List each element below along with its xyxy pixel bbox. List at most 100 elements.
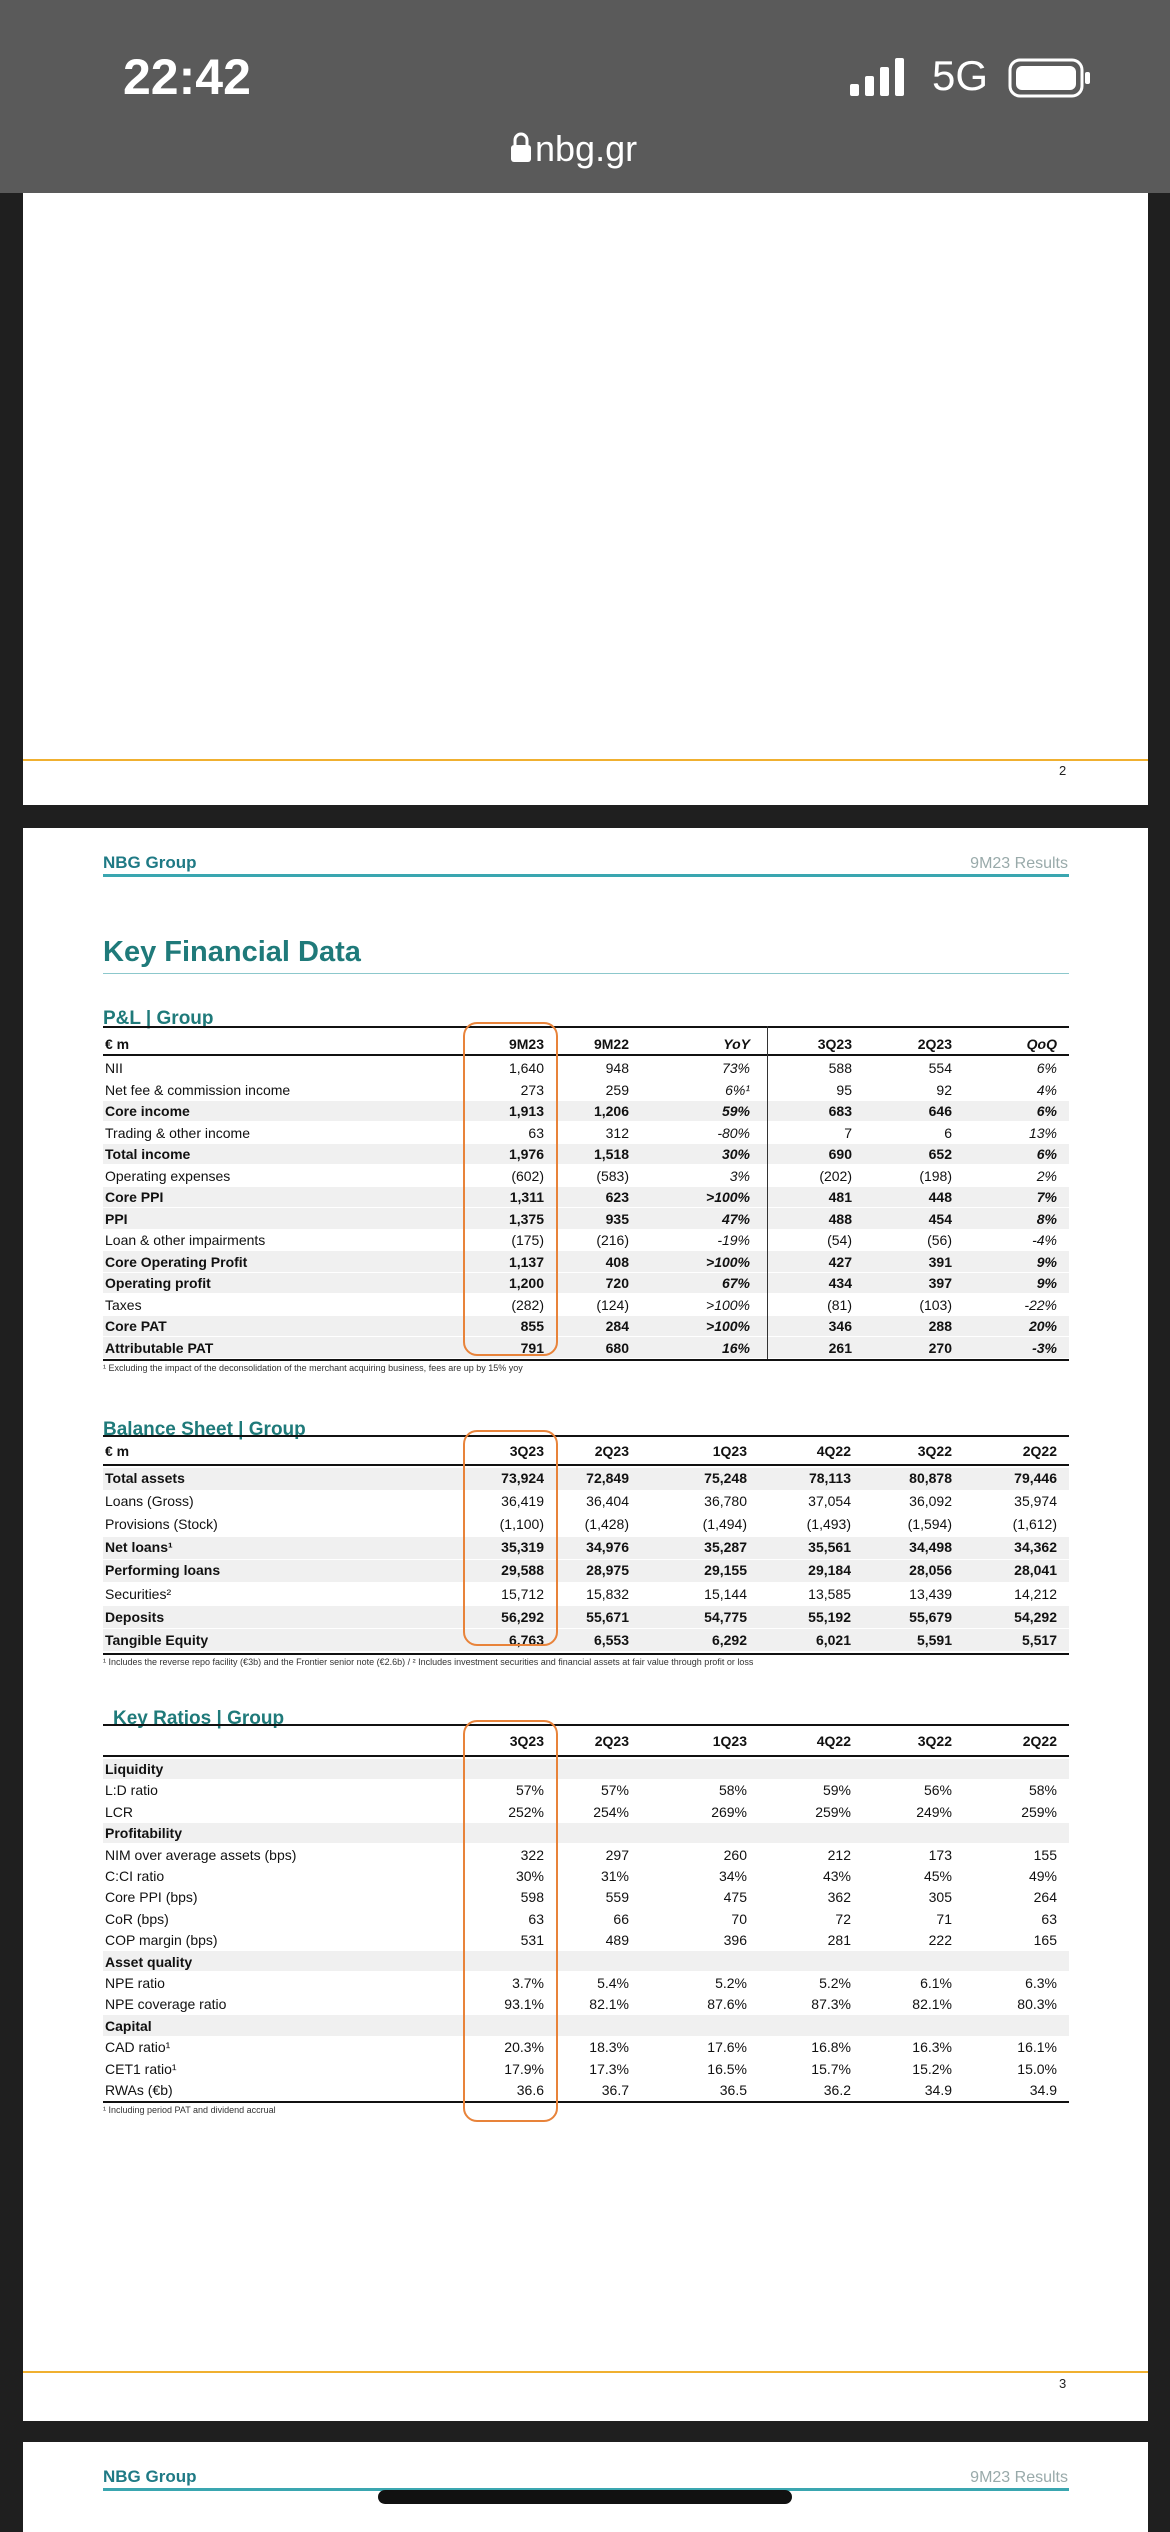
column-header: 1Q23 — [712, 1733, 747, 1749]
cell-value: 17.9% — [504, 2060, 544, 2077]
row-shade — [103, 1315, 1069, 1336]
cell-value: 222 — [928, 1932, 952, 1949]
row-label: Deposits — [105, 1608, 165, 1625]
cell-value: 72 — [835, 1910, 851, 1927]
cell-value: 254% — [593, 1803, 629, 1820]
column-header: 2Q23 — [917, 1036, 952, 1052]
row-label: Performing loans — [105, 1562, 221, 1579]
row-shade — [103, 1186, 1069, 1207]
cell-value: 448 — [928, 1189, 952, 1205]
cell-value: 36.5 — [719, 2082, 747, 2098]
cell-value: 683 — [828, 1103, 852, 1119]
cell-value: 87.6% — [707, 1996, 747, 2013]
row-shade — [103, 1100, 1069, 1121]
cell-value: 791 — [520, 1339, 544, 1356]
row-label: Operating expenses — [105, 1167, 231, 1184]
cell-value: 13,585 — [808, 1585, 851, 1602]
footnote: ¹ Excluding the impact of the deconsolid… — [103, 1363, 523, 1373]
cell-value: 6% — [1036, 1060, 1057, 1076]
cell-value: 5.2% — [819, 1975, 851, 1991]
cell-value: 346 — [828, 1318, 852, 1334]
row-label: RWAs (€b) — [105, 2082, 173, 2098]
cell-value: 63 — [528, 1910, 544, 1927]
cell-value: (1,594) — [907, 1516, 952, 1533]
cell-value: 28,041 — [1014, 1562, 1057, 1579]
cell-value: 5,591 — [916, 1631, 952, 1648]
row-shade — [103, 1951, 1069, 1972]
row-label: CoR (bps) — [105, 1910, 169, 1927]
row-label: C:CI ratio — [105, 1868, 165, 1884]
cell-value: 554 — [928, 1060, 952, 1076]
column-header: 3Q23 — [817, 1036, 852, 1052]
url[interactable]: nbg.gr — [535, 128, 638, 169]
lock-icon — [511, 132, 531, 162]
cell-value: 1,137 — [508, 1253, 544, 1270]
cell-value: (103) — [919, 1296, 952, 1313]
cell-value: 5.4% — [597, 1975, 629, 1991]
clock: 22:42 — [123, 49, 251, 105]
cell-value: 75,248 — [704, 1470, 747, 1486]
cell-value: 73,924 — [501, 1470, 544, 1486]
cell-value: 9% — [1036, 1253, 1057, 1270]
row-label: L:D ratio — [105, 1782, 158, 1799]
cell-value: (81) — [827, 1296, 852, 1313]
cell-value: 322 — [520, 1846, 544, 1863]
cell-value: 18.3% — [589, 2039, 629, 2056]
column-header: 2Q22 — [1022, 1733, 1057, 1749]
column-header: 3Q22 — [917, 1443, 952, 1459]
cell-value: 63 — [528, 1124, 544, 1141]
table-rule — [103, 1435, 1069, 1437]
cell-value: 63 — [1041, 1910, 1057, 1927]
row-label: COP margin (bps) — [105, 1932, 218, 1949]
section-label: Profitability — [105, 1825, 183, 1842]
row-shade — [103, 1536, 1069, 1559]
row-label: Net loans¹ — [105, 1539, 173, 1556]
cell-value: 489 — [605, 1932, 629, 1949]
row-label: PPI — [105, 1210, 128, 1227]
cell-value: 408 — [605, 1253, 629, 1270]
title: Key Financial Data — [103, 936, 361, 968]
row-label: Trading & other income — [105, 1124, 250, 1141]
brand: NBG Group — [103, 853, 197, 872]
cell-value: 57% — [515, 1782, 544, 1799]
cell-value: 73% — [721, 1060, 750, 1076]
cell-value: 34,498 — [909, 1539, 952, 1556]
cell-value: 29,184 — [808, 1562, 851, 1579]
cell-value: 5,517 — [1021, 1631, 1057, 1648]
cell-value: (175) — [511, 1232, 544, 1248]
row-label: Core PAT — [105, 1318, 167, 1334]
cell-value: (54) — [827, 1232, 852, 1248]
network: 5G — [932, 52, 989, 99]
highlight-box — [463, 1430, 558, 1646]
next-page: NBG Group 9M23 Results — [23, 2442, 1148, 2532]
cell-value: >100% — [706, 1318, 750, 1334]
column-header: 4Q22 — [816, 1733, 851, 1749]
cell-value: 55,679 — [909, 1608, 952, 1625]
row-label: Core PPI (bps) — [105, 1889, 198, 1906]
cell-value: 261 — [828, 1339, 852, 1356]
cell-value: 284 — [605, 1318, 629, 1334]
cell-value: 55,671 — [586, 1608, 629, 1625]
cell-value: 57% — [600, 1782, 629, 1799]
cell-value: 87.3% — [811, 1996, 851, 2013]
column-header: QoQ — [1026, 1036, 1057, 1052]
cell-value: 281 — [827, 1932, 851, 1949]
row-label: CAD ratio¹ — [105, 2039, 171, 2056]
cell-value: 6%¹ — [725, 1081, 750, 1098]
cell-value: 20.3% — [504, 2039, 544, 2056]
cell-value: 13% — [1028, 1124, 1057, 1141]
cell-value: 173 — [928, 1846, 952, 1863]
battery-icon — [1008, 58, 1090, 98]
header-line — [103, 2488, 1069, 2491]
cell-value: 17.6% — [707, 2039, 747, 2056]
cell-value: 55,192 — [808, 1608, 851, 1625]
cell-value: 15,712 — [501, 1585, 544, 1602]
cell-value: 93.1% — [504, 1996, 544, 2013]
cell-value: 3.7% — [512, 1975, 544, 1991]
cell-value: 16.8% — [811, 2039, 851, 2056]
row-label: LCR — [105, 1803, 134, 1820]
cell-value: 16.1% — [1017, 2039, 1057, 2056]
column-header: € m — [105, 1443, 130, 1459]
cell-value: 45% — [923, 1868, 952, 1884]
cell-value: 56% — [923, 1782, 952, 1799]
